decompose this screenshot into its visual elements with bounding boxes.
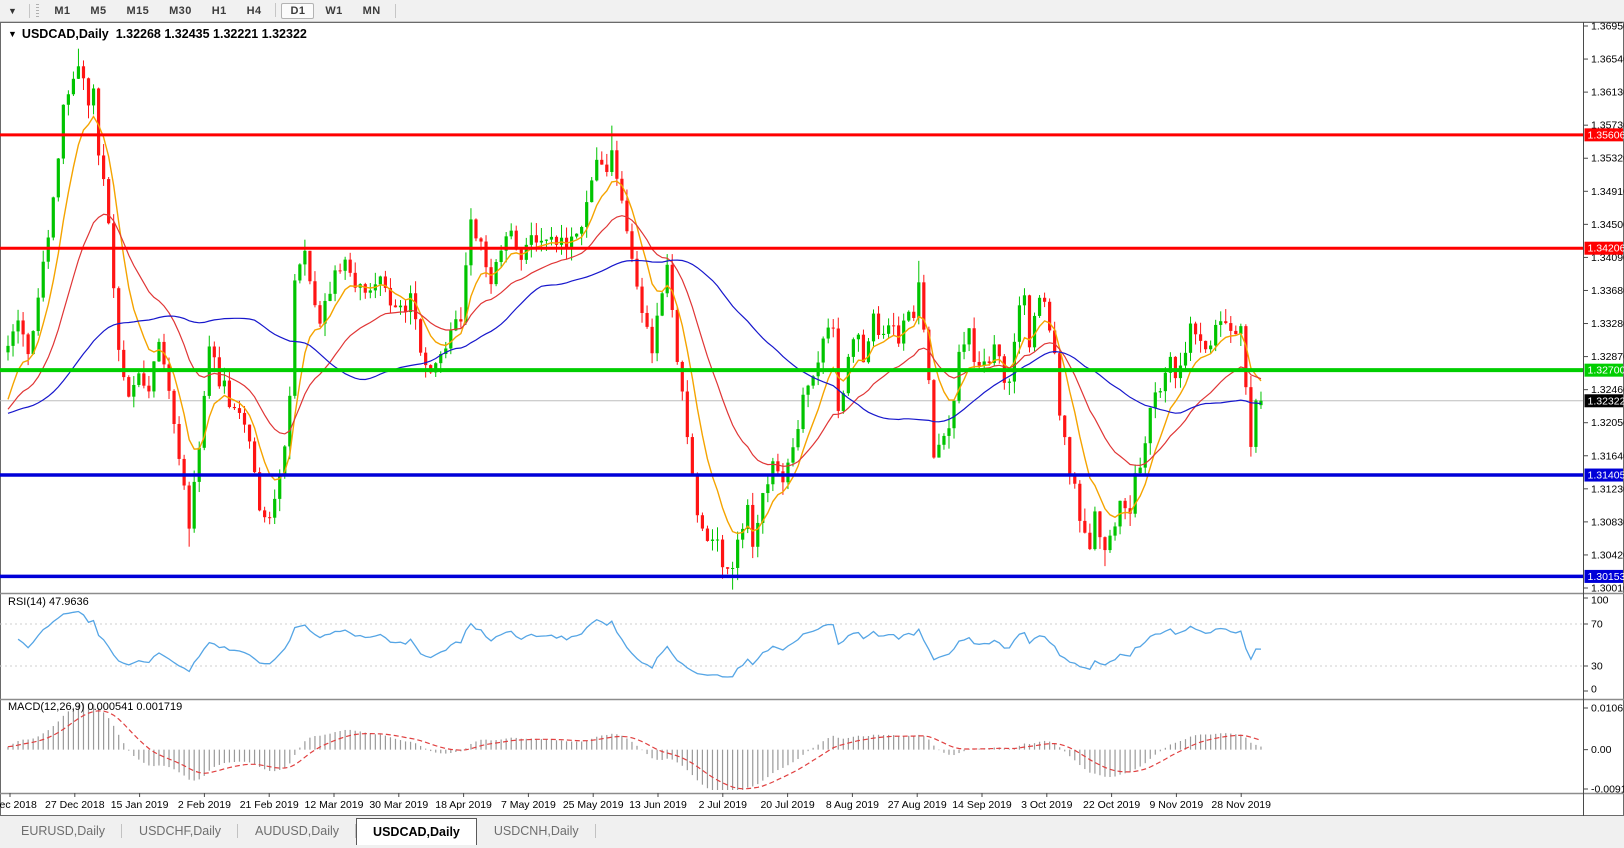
tab-USDCNH-Daily[interactable]: USDCNH,Daily <box>477 818 596 844</box>
price-tick: 1.36130 <box>1591 87 1624 99</box>
date-tick: 21 Feb 2019 <box>240 799 299 811</box>
price-tick: 1.32870 <box>1591 351 1624 363</box>
date-tick: 2 Jul 2019 <box>699 799 748 811</box>
date-tick: 27 Aug 2019 <box>888 799 947 811</box>
date-tick: 8 Aug 2019 <box>826 799 879 811</box>
chart-tab-bar: EURUSD,Daily USDCHF,Daily AUDUSD,Daily USDC… <box>0 817 1624 848</box>
macd-signal-line <box>7 710 1262 790</box>
chart-title-ohlc: 1.32268 1.32435 1.32221 1.32322 <box>115 27 307 41</box>
macd-tick: -0.009181 <box>1591 784 1624 796</box>
date-tick: 27 Dec 2018 <box>45 799 105 811</box>
toolbar-separator <box>275 2 277 17</box>
ma-line-fast <box>7 115 1262 535</box>
toolbar-dropdown-icon[interactable]: ▼ <box>8 5 18 16</box>
tab-AUDUSD-Daily[interactable]: AUDUSD,Daily <box>238 818 357 844</box>
price-tick: 1.31230 <box>1591 483 1624 495</box>
timeframe-button-M1[interactable]: M1 <box>54 4 71 17</box>
price-tick: 1.36950 <box>1591 21 1624 33</box>
price-tick: 1.35320 <box>1591 153 1624 165</box>
timeframe-button-M15[interactable]: M15 <box>126 4 150 17</box>
price-tick: 1.36540 <box>1591 54 1624 66</box>
price-tick: 1.31640 <box>1591 450 1624 462</box>
date-tick: 2 Feb 2019 <box>178 799 231 811</box>
tab-USDCHF-Daily[interactable]: USDCHF,Daily <box>122 818 238 844</box>
date-tick: 14 Sep 2019 <box>952 799 1012 811</box>
rsi-tick: 30 <box>1591 661 1603 673</box>
price-line-badge-1.35606: 1.35606 <box>1588 129 1624 141</box>
date-tick: 28 Nov 2019 <box>1211 799 1271 811</box>
price-tick: 1.30830 <box>1591 516 1624 528</box>
price-tick: 1.34910 <box>1591 186 1624 198</box>
date-tick: 20 Jul 2019 <box>760 799 814 811</box>
timeframe-button-H4[interactable]: H4 <box>246 4 262 17</box>
price-tick: 1.30420 <box>1591 549 1624 561</box>
date-tick: 25 May 2019 <box>563 799 624 811</box>
timeframe-button-D1[interactable]: D1 <box>281 2 315 19</box>
chart-title: ▼ USDCAD,Daily 1.32268 1.32435 1.32221 1.… <box>8 27 307 41</box>
rsi-line <box>17 610 1262 678</box>
rsi-tick: 100 <box>1591 595 1609 607</box>
date-tick: 22 Oct 2019 <box>1083 799 1140 811</box>
macd-indicator-label: MACD(12,26,9) 0.000541 0.001719 <box>8 701 183 713</box>
toolbar-separator <box>29 3 31 18</box>
date-axis: 8 Dec 2018 27 Dec 2018 15 Jan 2019 2 Feb 20… <box>0 793 1271 811</box>
toolbar-separator <box>394 3 396 18</box>
timeframe-button-MN[interactable]: MN <box>362 4 381 17</box>
price-line-badge-1.30153: 1.30153 <box>1588 571 1624 583</box>
rsi-tick: 0 <box>1591 684 1597 696</box>
price-tick: 1.34090 <box>1591 252 1624 264</box>
date-tick: 15 Jan 2019 <box>111 799 169 811</box>
price-tick: 1.33280 <box>1591 318 1624 330</box>
rsi-tick: 70 <box>1591 619 1603 631</box>
date-tick: 8 Dec 2018 <box>0 799 37 811</box>
timeframe-toolbar: ▼ M1 M5 M15 M30 H1 H4 D1 W1 MN <box>0 0 1624 22</box>
ma-line-slow <box>7 259 1262 423</box>
price-tick: 1.30010 <box>1591 583 1624 595</box>
symbol-dropdown-icon[interactable]: ▼ <box>8 29 17 39</box>
date-tick: 12 Mar 2019 <box>305 799 364 811</box>
date-tick: 3 Oct 2019 <box>1021 799 1073 811</box>
date-tick: 9 Nov 2019 <box>1150 799 1204 811</box>
date-tick: 13 Jun 2019 <box>629 799 687 811</box>
chart-title-symbol: USDCAD,Daily <box>21 27 109 41</box>
price-tick: 1.34500 <box>1591 219 1624 231</box>
date-tick: 7 May 2019 <box>501 799 556 811</box>
price-line-badge-1.34206: 1.34206 <box>1588 243 1624 255</box>
timeframe-button-H1[interactable]: H1 <box>211 4 227 17</box>
moving-averages <box>7 115 1262 535</box>
toolbar-grip-icon <box>36 4 40 17</box>
timeframe-button-M5[interactable]: M5 <box>90 4 107 17</box>
horizontal-lines <box>0 133 1583 579</box>
macd-tick: 0.00 <box>1591 744 1612 756</box>
price-tick: 1.32050 <box>1591 417 1624 429</box>
price-tick: 1.33680 <box>1591 285 1624 297</box>
price-tick: 1.32460 <box>1591 384 1624 396</box>
price-line-badge-1.31405: 1.31405 <box>1588 470 1624 482</box>
macd-tick: 0.010615 <box>1591 703 1624 715</box>
tab-EURUSD-Daily[interactable]: EURUSD,Daily <box>4 818 123 844</box>
rsi-panel <box>0 610 1583 678</box>
timeframe-button-W1[interactable]: W1 <box>325 4 343 17</box>
macd-panel <box>7 703 1262 790</box>
price-axis: 1.369501.365401.361301.357301.353201.349… <box>1583 21 1624 816</box>
price-line-badge-1.32700: 1.32700 <box>1588 365 1624 377</box>
rsi-indicator-label: RSI(14) 47.9636 <box>8 596 89 608</box>
price-line-badge-1.32322: 1.32322 <box>1588 395 1624 407</box>
price-line-badges: 1.35606 1.34206 1.32700 1.32322 1.31405 1.301… <box>1584 128 1624 583</box>
timeframe-button-M30[interactable]: M30 <box>169 4 192 17</box>
tab-USDCAD-Daily[interactable]: USDCAD,Daily <box>356 818 477 845</box>
date-tick: 18 Apr 2019 <box>435 799 492 811</box>
date-tick: 30 Mar 2019 <box>369 799 428 811</box>
ma-line-medium <box>7 213 1262 467</box>
